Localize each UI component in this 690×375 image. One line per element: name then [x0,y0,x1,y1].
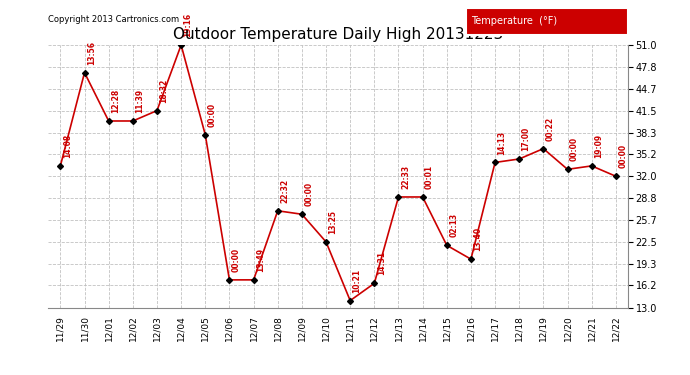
Text: 13:40: 13:40 [473,227,482,251]
Text: 18:32: 18:32 [159,78,168,103]
Text: 14:08: 14:08 [63,134,72,158]
Text: Copyright 2013 Cartronics.com: Copyright 2013 Cartronics.com [48,15,179,24]
Text: 14:31: 14:31 [377,251,386,276]
Text: 13:49: 13:49 [256,248,265,272]
Text: 00:00: 00:00 [570,137,579,162]
Text: 00:00: 00:00 [618,144,627,168]
Text: 00:00: 00:00 [232,248,241,272]
Text: 22:33: 22:33 [401,165,410,189]
Text: 19:09: 19:09 [594,134,603,158]
Text: 11:39: 11:39 [135,89,144,113]
Title: Outdoor Temperature Daily High 20131223: Outdoor Temperature Daily High 20131223 [173,27,503,42]
Text: 19:16: 19:16 [184,13,193,37]
Text: 00:01: 00:01 [425,165,434,189]
Text: 14:13: 14:13 [497,130,506,154]
Text: 17:00: 17:00 [522,127,531,151]
Bar [466,8,628,34]
Text: 00:22: 00:22 [546,117,555,141]
Text: 10:21: 10:21 [353,268,362,293]
Text: 00:00: 00:00 [304,182,313,206]
Text: 00:00: 00:00 [208,103,217,127]
Text: 13:56: 13:56 [87,41,96,65]
Text: 02:13: 02:13 [449,213,458,237]
Text: 13:25: 13:25 [328,210,337,234]
Text: 22:32: 22:32 [280,179,289,203]
Text: Temperature  (°F): Temperature (°F) [471,16,558,26]
Text: 12:28: 12:28 [111,89,120,113]
